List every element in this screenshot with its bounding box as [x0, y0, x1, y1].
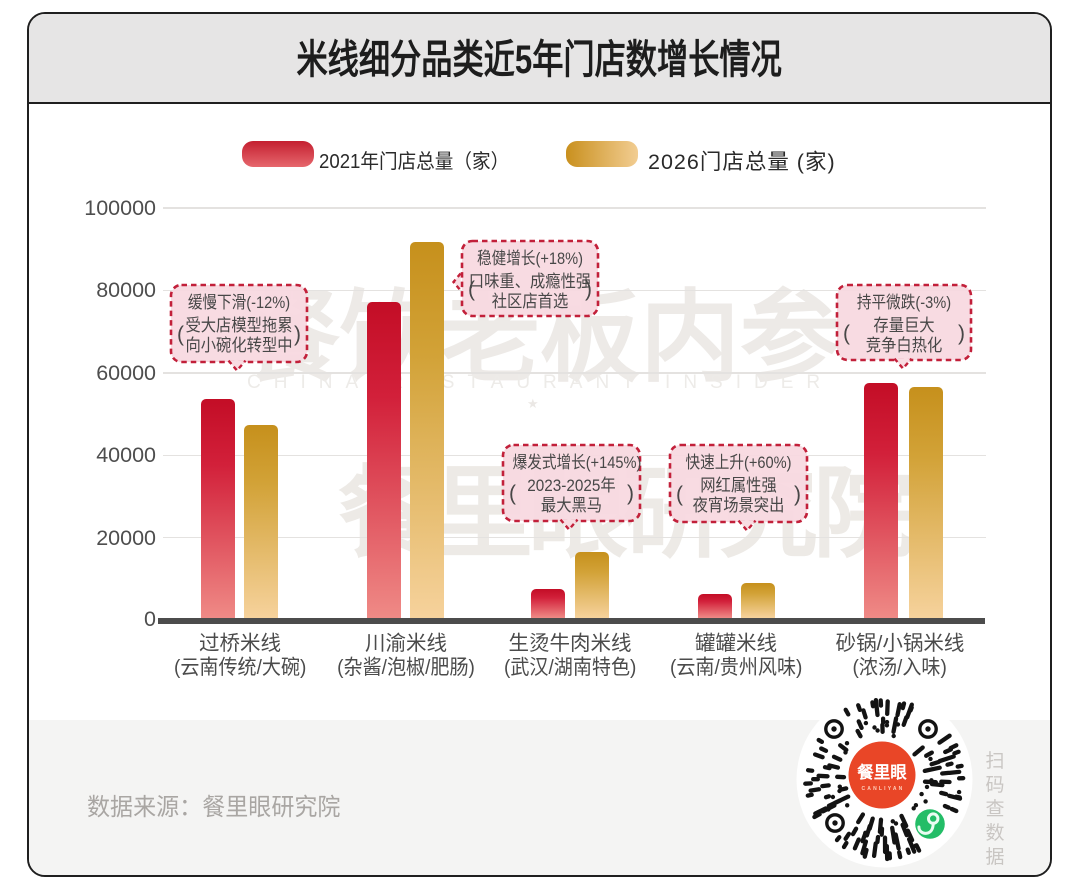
svg-text:CANLIYAN: CANLIYAN	[862, 786, 905, 792]
svg-text:餐里眼: 餐里眼	[857, 762, 907, 782]
